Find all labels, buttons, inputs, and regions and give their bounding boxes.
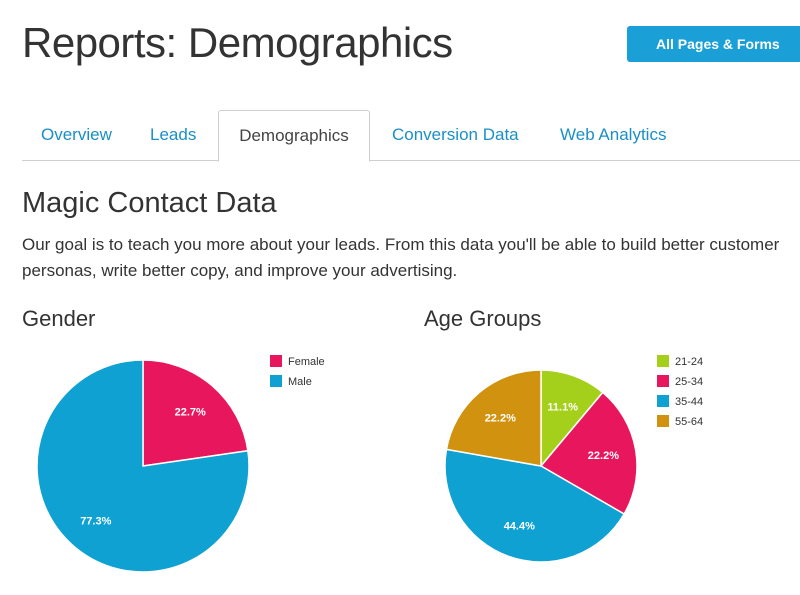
- age-legend-label-21-24: 21-24: [675, 356, 703, 368]
- gender-slice-female: [142, 359, 249, 467]
- tab-leads[interactable]: Leads: [150, 125, 197, 144]
- section-description: Our goal is to teach you more about your…: [22, 235, 780, 280]
- gender-slice-label-female: 22.7%: [175, 407, 206, 419]
- gender-legend-label-female: Female: [288, 356, 325, 368]
- gender-slice-male: [36, 359, 250, 573]
- age-legend-swatch-35-44: [657, 395, 669, 407]
- gender-slice-label-male: 77.3%: [80, 516, 111, 528]
- report-tabs: Overview Leads Demographics Conversion D…: [22, 110, 800, 162]
- age-legend-label-35-44: 35-44: [675, 396, 703, 408]
- gender-chart-title: Gender: [22, 306, 96, 331]
- age-slice-label-21-24: 11.1%: [547, 402, 578, 414]
- age-groups-chart-title: Age Groups: [424, 306, 542, 331]
- gender-legend-swatch-female: [270, 355, 282, 367]
- gender-legend-label-male: Male: [288, 376, 312, 388]
- tab-web-analytics[interactable]: Web Analytics: [560, 125, 667, 144]
- all-pages-forms-button[interactable]: All Pages & Forms: [627, 26, 800, 62]
- age-legend-swatch-25-34: [657, 375, 669, 387]
- tab-demographics[interactable]: Demographics: [218, 110, 370, 162]
- gender-legend-swatch-male: [270, 375, 282, 387]
- age-slice-label-35-44: 44.4%: [504, 521, 535, 533]
- age-slice-55-64: [445, 369, 542, 467]
- section-title: Magic Contact Data: [22, 187, 277, 219]
- age-legend-swatch-21-24: [657, 355, 669, 367]
- age-slice-label-55-64: 22.2%: [485, 413, 516, 425]
- age-legend-swatch-55-64: [657, 415, 669, 427]
- tab-conversion-data[interactable]: Conversion Data: [392, 125, 519, 144]
- tab-overview[interactable]: Overview: [41, 125, 112, 144]
- age-legend-label-25-34: 25-34: [675, 376, 703, 388]
- age-slice-25-34: [539, 391, 638, 516]
- age-slice-21-24: [540, 369, 604, 469]
- age-legend-label-55-64: 55-64: [675, 416, 703, 428]
- age-slice-label-25-34: 22.2%: [588, 450, 619, 462]
- age-slice-35-44: [444, 448, 626, 563]
- page-title: Reports: Demographics: [22, 19, 453, 66]
